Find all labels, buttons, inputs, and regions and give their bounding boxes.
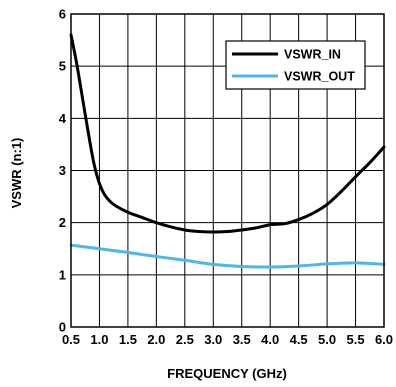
x-tick-label: 6.0 xyxy=(375,332,393,347)
legend-label-vswr-in: VSWR_IN xyxy=(284,48,341,62)
x-tick-label: 5.0 xyxy=(318,332,336,347)
x-tick-labels: 0.5 1.0 1.5 2.0 2.5 3.0 3.5 4.0 4.5 5.0 5.5 6.0 xyxy=(62,332,393,347)
x-tick-label: 0.5 xyxy=(62,332,80,347)
legend-box xyxy=(225,40,366,90)
y-tick-label: 0 xyxy=(59,320,66,335)
x-axis-label: FREQUENCY (GHz) xyxy=(167,366,287,381)
plot-frame xyxy=(70,13,385,328)
x-tick-label: 1.5 xyxy=(119,332,137,347)
legend: VSWR_IN VSWR_OUT xyxy=(225,40,366,90)
y-tick-label: 5 xyxy=(59,59,66,74)
y-tick-label: 2 xyxy=(59,215,66,230)
x-tick-label: 5.5 xyxy=(347,332,365,347)
x-tick-label: 2.0 xyxy=(147,332,165,347)
legend-label-vswr-out: VSWR_OUT xyxy=(284,70,355,84)
y-tick-label: 1 xyxy=(59,267,66,282)
series-line-vswr-out xyxy=(69,243,386,269)
x-tick-label: 2.5 xyxy=(176,332,194,347)
y-tick-labels: 0 1 2 3 4 5 6 xyxy=(59,7,67,335)
x-tick-label: 1.0 xyxy=(90,332,108,347)
y-tick-label: 3 xyxy=(59,163,66,178)
y-tick-label: 6 xyxy=(59,7,66,22)
y-tick-label: 4 xyxy=(59,111,67,126)
x-tick-label: 4.5 xyxy=(290,332,308,347)
y-axis-label: VSWR (n:1) xyxy=(9,138,24,209)
x-tick-label: 3.5 xyxy=(233,332,251,347)
x-tick-label: 3.0 xyxy=(204,332,222,347)
series-layer xyxy=(69,33,386,269)
x-tick-label: 4.0 xyxy=(261,332,279,347)
series-line-vswr-in xyxy=(69,33,386,234)
